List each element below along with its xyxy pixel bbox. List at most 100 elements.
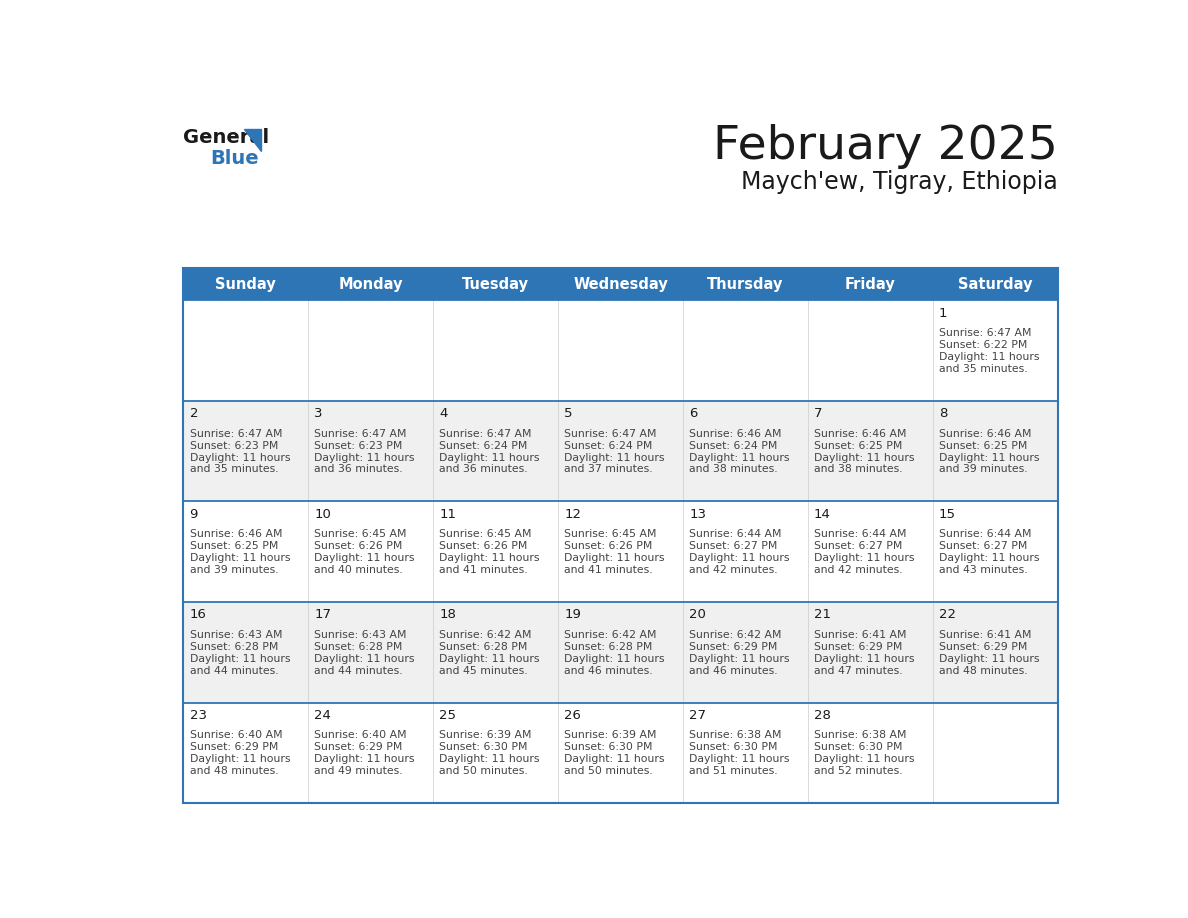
Text: Daylight: 11 hours: Daylight: 11 hours — [564, 755, 665, 764]
Text: Sunset: 6:27 PM: Sunset: 6:27 PM — [939, 541, 1028, 551]
Text: Sunrise: 6:46 AM: Sunrise: 6:46 AM — [190, 529, 282, 539]
Text: Daylight: 11 hours: Daylight: 11 hours — [689, 553, 790, 563]
Bar — [558, 401, 683, 501]
Text: Sunrise: 6:41 AM: Sunrise: 6:41 AM — [939, 630, 1031, 640]
Text: Daylight: 11 hours: Daylight: 11 hours — [190, 553, 290, 563]
Text: 26: 26 — [564, 709, 581, 722]
Text: Sunrise: 6:44 AM: Sunrise: 6:44 AM — [939, 529, 1031, 539]
Text: Sunset: 6:28 PM: Sunset: 6:28 PM — [564, 642, 652, 652]
Text: and 38 minutes.: and 38 minutes. — [689, 465, 778, 475]
Text: 27: 27 — [689, 709, 706, 722]
Text: Sunset: 6:25 PM: Sunset: 6:25 PM — [814, 441, 903, 451]
Bar — [683, 602, 808, 702]
Bar — [308, 702, 434, 803]
Text: Daylight: 11 hours: Daylight: 11 hours — [440, 553, 539, 563]
Text: 6: 6 — [689, 407, 697, 420]
Bar — [933, 300, 1057, 401]
Text: and 46 minutes.: and 46 minutes. — [564, 666, 653, 676]
Text: Sunset: 6:28 PM: Sunset: 6:28 PM — [190, 642, 278, 652]
Text: and 51 minutes.: and 51 minutes. — [689, 767, 778, 776]
Text: Tuesday: Tuesday — [462, 276, 529, 292]
Bar — [434, 702, 558, 803]
Text: Sunset: 6:30 PM: Sunset: 6:30 PM — [689, 743, 778, 752]
Bar — [308, 401, 434, 501]
Bar — [183, 300, 308, 401]
Text: Daylight: 11 hours: Daylight: 11 hours — [564, 553, 665, 563]
Text: 2: 2 — [190, 407, 198, 420]
Text: Sunset: 6:29 PM: Sunset: 6:29 PM — [315, 743, 403, 752]
Text: and 49 minutes.: and 49 minutes. — [315, 767, 403, 776]
Text: Sunset: 6:23 PM: Sunset: 6:23 PM — [315, 441, 403, 451]
Text: Sunrise: 6:38 AM: Sunrise: 6:38 AM — [814, 731, 906, 740]
Text: Sunrise: 6:38 AM: Sunrise: 6:38 AM — [689, 731, 782, 740]
Bar — [308, 268, 434, 300]
Bar — [308, 300, 434, 401]
Text: 13: 13 — [689, 508, 706, 521]
Text: Sunset: 6:29 PM: Sunset: 6:29 PM — [190, 743, 278, 752]
Bar — [808, 300, 933, 401]
Text: 5: 5 — [564, 407, 573, 420]
Text: Sunrise: 6:46 AM: Sunrise: 6:46 AM — [939, 429, 1031, 439]
Text: Thursday: Thursday — [707, 276, 784, 292]
Text: Daylight: 11 hours: Daylight: 11 hours — [315, 553, 415, 563]
Text: and 47 minutes.: and 47 minutes. — [814, 666, 903, 676]
Text: Daylight: 11 hours: Daylight: 11 hours — [689, 755, 790, 764]
Text: Sunrise: 6:40 AM: Sunrise: 6:40 AM — [315, 731, 407, 740]
Bar — [183, 602, 308, 702]
Text: Maych'ew, Tigray, Ethiopia: Maych'ew, Tigray, Ethiopia — [741, 170, 1057, 195]
Bar — [183, 401, 308, 501]
Text: Daylight: 11 hours: Daylight: 11 hours — [939, 654, 1040, 664]
Text: Daylight: 11 hours: Daylight: 11 hours — [814, 755, 915, 764]
Text: Sunset: 6:24 PM: Sunset: 6:24 PM — [440, 441, 527, 451]
Text: Sunrise: 6:47 AM: Sunrise: 6:47 AM — [315, 429, 407, 439]
Text: Daylight: 11 hours: Daylight: 11 hours — [814, 654, 915, 664]
Text: Daylight: 11 hours: Daylight: 11 hours — [814, 453, 915, 463]
Text: Sunrise: 6:45 AM: Sunrise: 6:45 AM — [315, 529, 407, 539]
Bar — [308, 501, 434, 602]
Text: and 37 minutes.: and 37 minutes. — [564, 465, 653, 475]
Text: Sunrise: 6:45 AM: Sunrise: 6:45 AM — [440, 529, 532, 539]
Text: Sunset: 6:30 PM: Sunset: 6:30 PM — [564, 743, 652, 752]
Text: 9: 9 — [190, 508, 198, 521]
Text: Daylight: 11 hours: Daylight: 11 hours — [315, 453, 415, 463]
Bar — [434, 501, 558, 602]
Bar — [933, 268, 1057, 300]
Text: and 35 minutes.: and 35 minutes. — [939, 364, 1028, 374]
Text: Friday: Friday — [845, 276, 896, 292]
Text: 28: 28 — [814, 709, 830, 722]
Text: Sunset: 6:28 PM: Sunset: 6:28 PM — [315, 642, 403, 652]
Text: Sunset: 6:25 PM: Sunset: 6:25 PM — [190, 541, 278, 551]
Text: 20: 20 — [689, 609, 706, 621]
Text: and 42 minutes.: and 42 minutes. — [689, 565, 778, 575]
Text: Sunrise: 6:42 AM: Sunrise: 6:42 AM — [440, 630, 532, 640]
Text: 25: 25 — [440, 709, 456, 722]
Text: Daylight: 11 hours: Daylight: 11 hours — [440, 453, 539, 463]
Text: 24: 24 — [315, 709, 331, 722]
Text: and 44 minutes.: and 44 minutes. — [315, 666, 403, 676]
Text: 11: 11 — [440, 508, 456, 521]
Bar — [183, 501, 308, 602]
Polygon shape — [244, 129, 261, 151]
Text: and 45 minutes.: and 45 minutes. — [440, 666, 527, 676]
Text: Daylight: 11 hours: Daylight: 11 hours — [939, 352, 1040, 362]
Text: Sunrise: 6:43 AM: Sunrise: 6:43 AM — [190, 630, 282, 640]
Text: Sunrise: 6:46 AM: Sunrise: 6:46 AM — [814, 429, 906, 439]
Text: and 50 minutes.: and 50 minutes. — [440, 767, 529, 776]
Text: and 39 minutes.: and 39 minutes. — [939, 465, 1028, 475]
Text: Sunset: 6:26 PM: Sunset: 6:26 PM — [564, 541, 652, 551]
Text: 3: 3 — [315, 407, 323, 420]
Text: Saturday: Saturday — [958, 276, 1032, 292]
Bar — [558, 268, 683, 300]
Bar — [933, 401, 1057, 501]
Text: and 36 minutes.: and 36 minutes. — [315, 465, 403, 475]
Bar — [558, 501, 683, 602]
Bar — [183, 268, 308, 300]
Bar — [434, 401, 558, 501]
Text: Wednesday: Wednesday — [573, 276, 668, 292]
Bar — [808, 702, 933, 803]
Text: and 43 minutes.: and 43 minutes. — [939, 565, 1028, 575]
Text: Daylight: 11 hours: Daylight: 11 hours — [315, 755, 415, 764]
Text: Sunrise: 6:44 AM: Sunrise: 6:44 AM — [814, 529, 906, 539]
Text: Sunset: 6:23 PM: Sunset: 6:23 PM — [190, 441, 278, 451]
Text: Sunset: 6:30 PM: Sunset: 6:30 PM — [440, 743, 527, 752]
